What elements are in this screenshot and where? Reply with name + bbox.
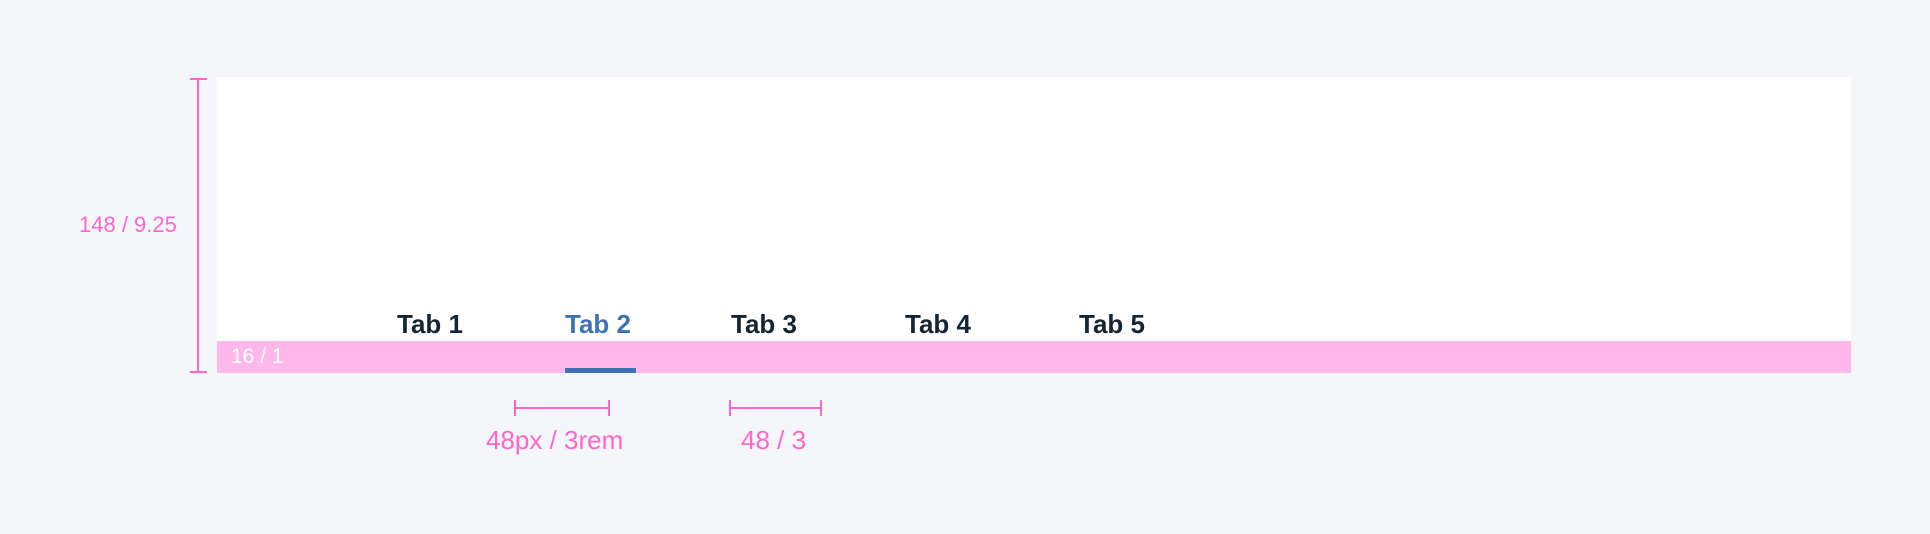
tab-3[interactable]: Tab 3 [731, 309, 797, 339]
tab-1[interactable]: Tab 1 [397, 309, 463, 339]
active-tab-indicator [565, 368, 636, 373]
indicator-width-label: 48px / 3rem [486, 425, 624, 455]
padding-label: 16 / 1 [231, 345, 284, 368]
tab-5[interactable]: Tab 5 [1079, 309, 1145, 339]
tab-2[interactable]: Tab 2 [565, 309, 631, 339]
tab-container [217, 77, 1851, 373]
bottom-padding-band [217, 341, 1851, 373]
height-label: 148 / 9.25 [79, 212, 177, 237]
tab-4[interactable]: Tab 4 [905, 309, 971, 339]
gap-label: 48 / 3 [741, 425, 807, 455]
